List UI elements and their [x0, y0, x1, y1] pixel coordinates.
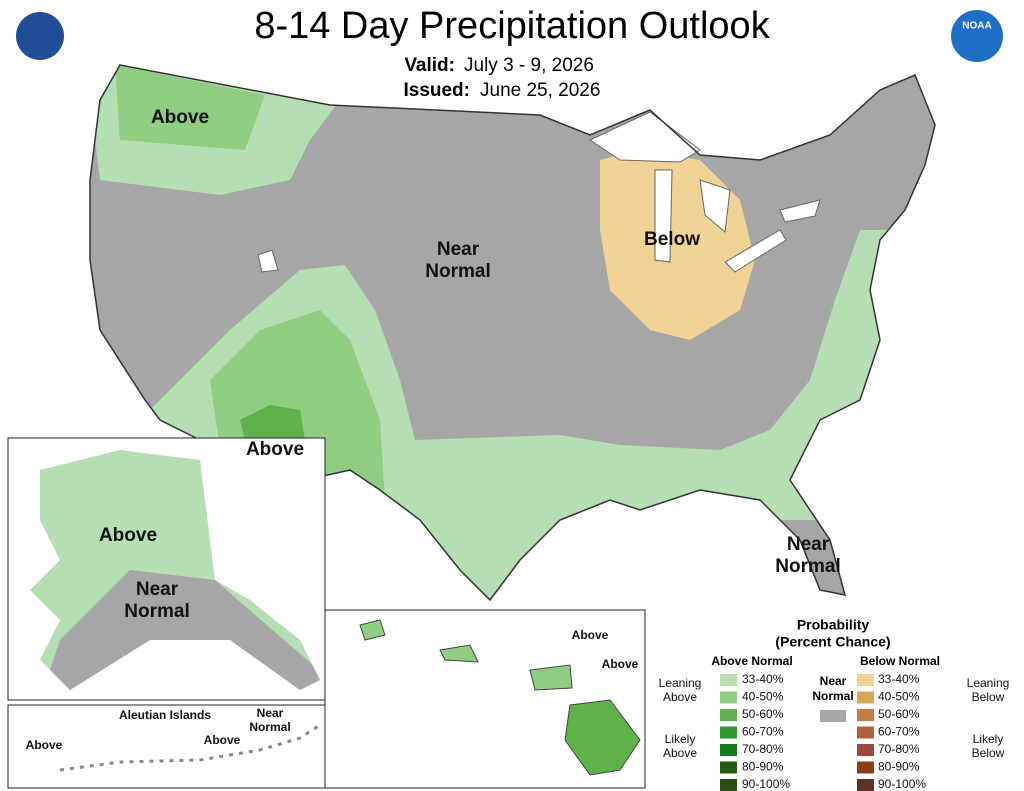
legend-group: Likely: [665, 732, 696, 746]
legend-group: Below: [972, 746, 1005, 760]
legend-title: (Percent Chance): [775, 634, 890, 650]
legend-range: 60-70%: [878, 725, 920, 739]
legend-swatch: [720, 744, 737, 756]
issued-label: Issued:: [403, 80, 470, 101]
region-label: Above: [204, 733, 241, 747]
legend-title: Probability: [797, 617, 870, 633]
legend-range: 80-90%: [742, 760, 784, 774]
legend-range: 70-80%: [878, 742, 920, 756]
legend-group: Leaning: [659, 676, 702, 690]
region-label: Normal: [775, 556, 840, 577]
commerce-seal: [16, 12, 64, 60]
noaa-logo: [951, 10, 1003, 62]
region-label: Near: [787, 534, 830, 555]
region-label: Below: [644, 229, 700, 250]
title: 8-14 Day Precipitation Outlook: [254, 5, 770, 47]
legend-heading: Below Normal: [860, 654, 940, 668]
legend-range: 60-70%: [742, 725, 784, 739]
legend-swatch: [820, 710, 846, 722]
legend-range: 33-40%: [742, 672, 784, 686]
legend-swatch: [720, 779, 737, 791]
legend-swatch: [720, 761, 737, 774]
legend-swatch: [857, 779, 874, 791]
aleutian-islands: [59, 723, 321, 772]
lakes: [257, 111, 821, 273]
legend-range: 90-100%: [742, 777, 790, 791]
hawaii: [359, 619, 641, 776]
region-label: Above: [246, 439, 304, 460]
legend-swatch: [720, 691, 737, 704]
region-label: Above: [602, 657, 639, 671]
region-label: Above: [572, 628, 609, 642]
legend-range: 40-50%: [742, 690, 784, 704]
region-label: Near: [437, 239, 480, 260]
legend-swatch: [720, 709, 737, 721]
region-label: Near: [257, 706, 284, 720]
legend-swatch: [720, 726, 737, 739]
region-label: Near: [136, 579, 179, 600]
region-label: Normal: [249, 720, 290, 734]
region-label: Above: [26, 738, 63, 752]
legend-heading: Near: [820, 674, 847, 688]
legend-swatch: [857, 674, 874, 686]
region-label: Above: [151, 107, 209, 128]
legend-swatch: [857, 744, 874, 756]
legend-heading: Above Normal: [711, 654, 792, 668]
legend-swatch: [720, 674, 737, 686]
legend-range: 80-90%: [878, 760, 920, 774]
legend-range: 33-40%: [878, 672, 920, 686]
legend-range: 50-60%: [878, 707, 920, 721]
region-label: Above: [99, 525, 157, 546]
region-label: Normal: [124, 601, 189, 622]
legend-group: Leaning: [967, 676, 1010, 690]
legend-heading: Normal: [812, 689, 853, 703]
legend-group: Likely: [973, 732, 1004, 746]
aleutian-inset: [7, 704, 326, 789]
legend-group: Above: [663, 746, 697, 760]
valid-label: Valid:: [404, 55, 455, 76]
valid-dates: July 3 - 9, 2026: [464, 55, 594, 76]
inset-title: Aleutian Islands: [119, 708, 211, 722]
legend-swatch: [857, 726, 874, 739]
legend-range: 90-100%: [878, 777, 926, 791]
legend-group: Above: [663, 690, 697, 704]
legend-swatch: [857, 761, 874, 774]
legend-group: Below: [972, 690, 1005, 704]
legend-range: 50-60%: [742, 707, 784, 721]
legend-range: 40-50%: [878, 690, 920, 704]
legend-range: 70-80%: [742, 742, 784, 756]
region-label: Normal: [425, 261, 490, 282]
issued-date: June 25, 2026: [480, 80, 600, 101]
legend-swatch: [857, 691, 874, 704]
noaa-logo-text: NOAA: [962, 21, 991, 32]
legend-swatch: [857, 709, 874, 721]
